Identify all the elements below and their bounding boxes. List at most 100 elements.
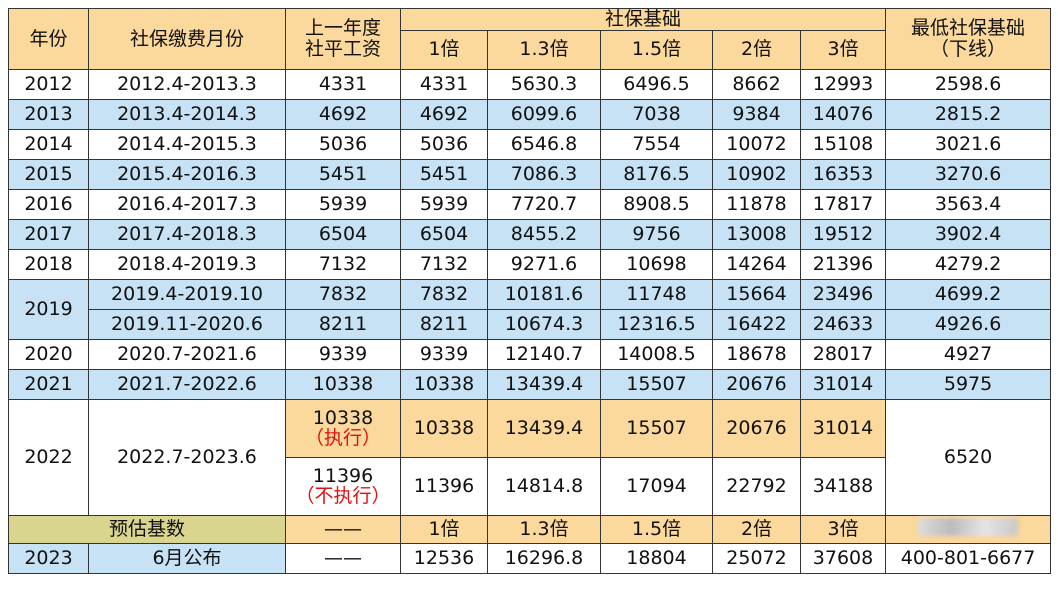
year-text: 2013 (24, 102, 73, 125)
estimate-multiplier: 1倍 (400, 514, 488, 544)
min-base-text: 3563.4 (934, 192, 1002, 215)
data-row: 2019 2019.4-2019.10 7832 7832 10181.6 11748 15… (8, 278, 1052, 340)
base-value-text: 10072 (726, 132, 787, 155)
header-min-text: （下线） (930, 37, 1007, 60)
data-row: 2014 2014.4-2015.3 5036 5036 6546.8 7554 10072… (8, 128, 1052, 160)
base-value-text: 7832 (419, 282, 469, 305)
base-value-text: 22792 (726, 474, 787, 497)
base-value: 9339 (400, 338, 488, 370)
year: 2021 (8, 368, 89, 400)
base-value: 10674.3 (487, 308, 601, 340)
header-period: 社保缴费月份 (88, 8, 286, 70)
wage: 10338 （执行） (285, 398, 401, 458)
min-base-text: 6520 (943, 445, 993, 468)
base-value-text: 10674.3 (504, 312, 584, 335)
base-value: 34188 (799, 456, 887, 516)
period: 2014.4-2015.3 (88, 128, 286, 160)
header-min: 最低社保基础 （下线） (885, 8, 1052, 70)
base-value-text: 28017 (812, 342, 874, 365)
base-value: 8908.5 (600, 188, 713, 220)
base-value-text: 9756 (632, 222, 681, 245)
header-row: 年份 社保缴费月份 上一年度 社平工资 社保基础 最低社保基础 （下线） (8, 8, 1052, 70)
base-value: 15507 (600, 398, 713, 458)
base-value: 5036 (400, 128, 488, 160)
base-value: 7086.3 (487, 158, 601, 190)
wage-text: 10338 (312, 372, 374, 395)
base-value-text: 12316.5 (617, 312, 696, 335)
base-value: 8662 (712, 68, 801, 100)
period: 2016.4-2017.3 (88, 188, 286, 220)
base-value: 16422 (712, 308, 801, 340)
period-text: 2015.4-2016.3 (117, 162, 257, 185)
header-multiplier: 1.5倍 (600, 29, 713, 70)
base-value: 22792 (712, 456, 801, 516)
year-text: 2017 (24, 222, 73, 245)
period-text: 2013.4-2014.3 (117, 102, 257, 125)
header-multiplier: 1倍 (400, 29, 488, 70)
base-value: 23496 (799, 278, 887, 310)
base-value-text: 7554 (632, 132, 681, 155)
base-value-text: 13439.4 (504, 416, 584, 439)
period-text: 2022.7-2023.6 (117, 445, 257, 468)
year: 2015 (8, 158, 89, 190)
min-base: 2598.6 (885, 68, 1052, 100)
wage: 5939 (285, 188, 401, 220)
header-period-text: 社保缴费月份 (129, 27, 244, 50)
period: 2021.7-2022.6 (88, 368, 286, 400)
base-value: 5939 (400, 188, 488, 220)
period-text: 2018.4-2019.3 (117, 252, 257, 275)
data-row: 2019.11-2020.6 8211 8211 10674.3 12316.5 1642… (9, 308, 1052, 340)
base-value: 10338 (400, 368, 488, 400)
min-base-text: 4279.2 (934, 252, 1002, 275)
final-base-text: 12536 (413, 546, 475, 569)
period: 2022.7-2023.6 (88, 398, 286, 516)
base-value-text: 4692 (419, 102, 469, 125)
wage: 8211 (285, 308, 401, 340)
base-value-text: 15507 (626, 416, 687, 439)
base-value: 10338 (400, 398, 488, 458)
base-value-text: 11878 (726, 192, 787, 215)
base-value-text: 8908.5 (623, 192, 690, 215)
estimate-multiplier-text: 3倍 (827, 517, 859, 540)
period-text: 2017.4-2018.3 (117, 222, 257, 245)
wage-note: （不执行） (295, 485, 391, 508)
wage-text: 10338 (312, 406, 374, 429)
base-value-text: 6496.5 (623, 72, 690, 95)
year: 2022 (8, 398, 89, 516)
period-text: 2019.4-2019.10 (111, 282, 263, 305)
year: 2014 (8, 128, 89, 160)
base-value-text: 13439.4 (504, 372, 584, 395)
base-value-text: 5036 (419, 132, 469, 155)
base-value: 10698 (600, 248, 713, 280)
wage-text: 5939 (318, 192, 368, 215)
header-year: 年份 (8, 8, 89, 70)
base-value: 7554 (600, 128, 713, 160)
base-value: 6504 (400, 218, 488, 250)
header-min-text: 最低社保基础 (911, 17, 1026, 40)
year: 2017 (8, 218, 89, 250)
final-wage: —— (285, 542, 401, 574)
estimate-wage-text: —— (324, 517, 362, 540)
final-base: 18804 (600, 542, 713, 574)
period-text: 2019.11-2020.6 (111, 312, 263, 335)
data-row: 2016 2016.4-2017.3 5939 5939 7720.7 8908.5 118… (8, 188, 1052, 220)
final-base-text: 25072 (726, 546, 787, 569)
base-value: 12316.5 (600, 308, 713, 340)
wage-text: 5451 (318, 162, 368, 185)
period: 2019.11-2020.6 (88, 308, 286, 340)
base-value: 6496.5 (600, 68, 713, 100)
min-base: 3902.4 (885, 218, 1052, 250)
header-multiplier: 2倍 (712, 29, 801, 70)
base-value-text: 4331 (419, 72, 469, 95)
min-base: 3021.6 (885, 128, 1052, 160)
base-value: 28017 (799, 338, 887, 370)
base-value-text: 6099.6 (510, 102, 578, 125)
wage-text: 4331 (318, 72, 368, 95)
base-value: 7720.7 (487, 188, 601, 220)
header-multiplier: 3倍 (799, 29, 887, 70)
final-base: 25072 (712, 542, 801, 574)
base-value: 24633 (799, 308, 887, 340)
wage-text: 6504 (318, 222, 368, 245)
period-text: 2021.7-2022.6 (117, 372, 257, 395)
